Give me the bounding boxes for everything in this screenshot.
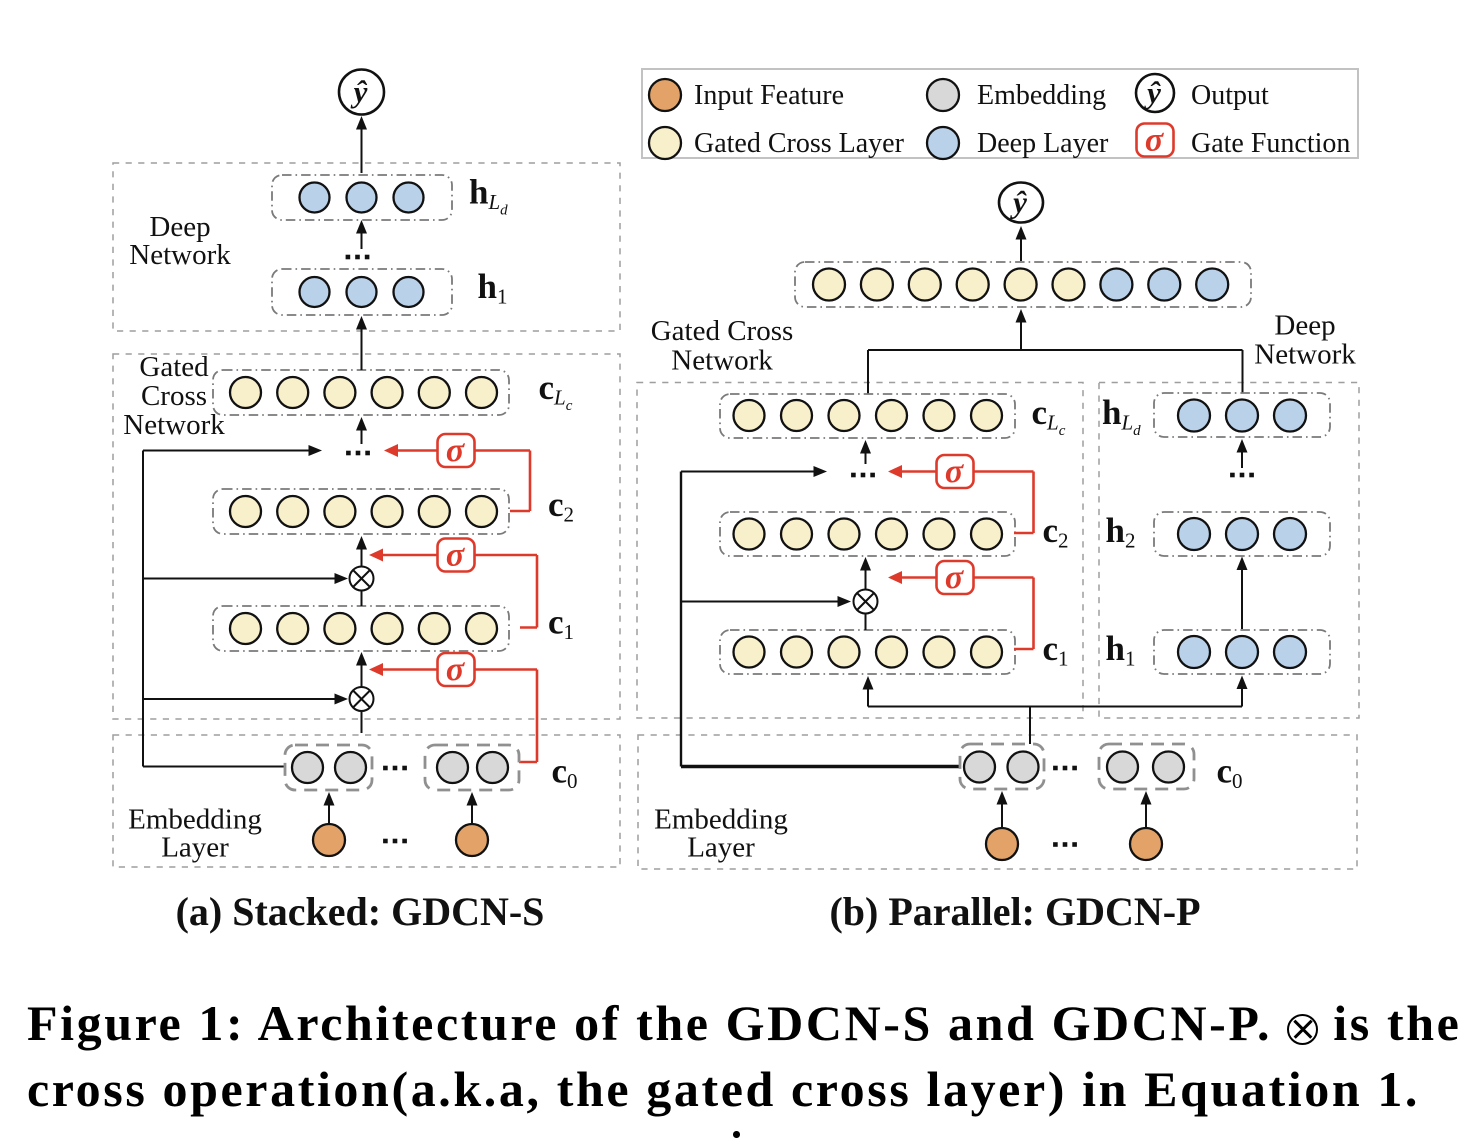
svg-text:σ: σ [446, 651, 466, 688]
svg-text:Gated Cross: Gated Cross [651, 315, 794, 347]
svg-text:ŷ: ŷ [1143, 75, 1161, 110]
svg-text:Gated Cross Layer: Gated Cross Layer [694, 128, 905, 159]
svg-text:Deep: Deep [149, 211, 210, 243]
svg-text:Input Feature: Input Feature [694, 80, 844, 111]
svg-text:Embedding: Embedding [977, 80, 1106, 111]
svg-text:Deep: Deep [1274, 310, 1335, 342]
svg-text:Gated: Gated [139, 351, 209, 383]
svg-text:(b) Parallel: GDCN-P: (b) Parallel: GDCN-P [829, 889, 1200, 934]
svg-text:σ: σ [446, 432, 466, 469]
svg-text:ŷ: ŷ [350, 74, 368, 109]
svg-text:Gate Function: Gate Function [1191, 128, 1350, 159]
svg-text:Cross: Cross [141, 380, 207, 412]
svg-text:Output: Output [1191, 80, 1269, 111]
svg-text:Network: Network [123, 409, 225, 441]
svg-text:σ: σ [945, 453, 965, 490]
svg-text:(a) Stacked: GDCN-S: (a) Stacked: GDCN-S [176, 889, 545, 934]
svg-text:Network: Network [671, 345, 773, 377]
svg-text:σ: σ [446, 537, 466, 574]
svg-text:Network: Network [1254, 339, 1356, 371]
svg-text:σ: σ [1145, 122, 1165, 159]
svg-text:ŷ: ŷ [1009, 185, 1027, 220]
svg-text:Deep Layer: Deep Layer [977, 128, 1109, 159]
svg-text:Network: Network [129, 239, 231, 271]
svg-text:Layer: Layer [687, 832, 755, 864]
svg-text:Layer: Layer [161, 832, 229, 864]
svg-text:σ: σ [945, 559, 965, 596]
svg-text:Embedding: Embedding [654, 804, 788, 836]
svg-text:Embedding: Embedding [128, 804, 262, 836]
